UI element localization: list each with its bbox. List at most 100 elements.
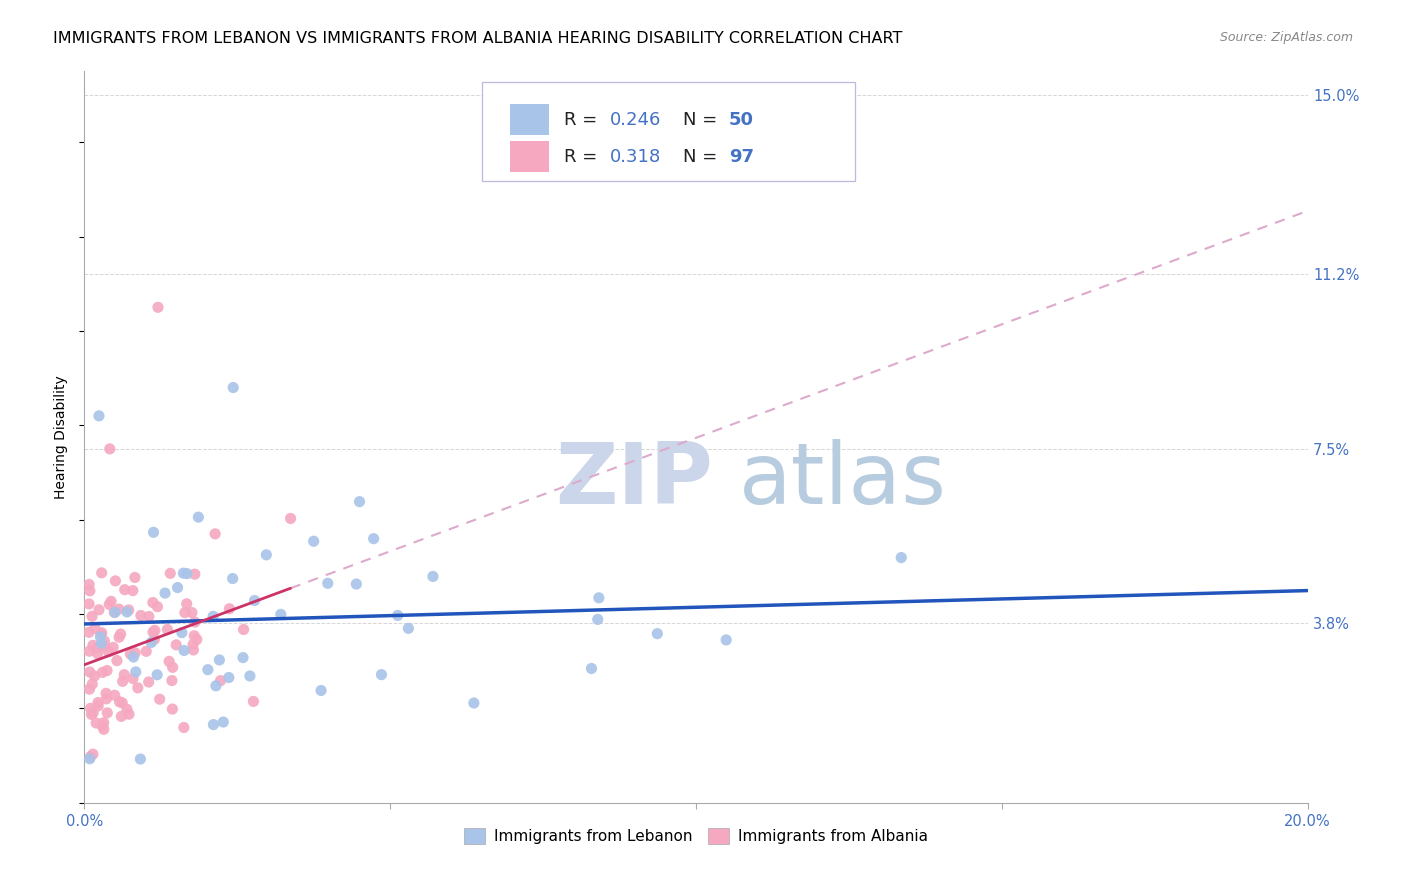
Point — [135, 644, 157, 658]
Point — [84, 716, 107, 731]
Point — [114, 582, 136, 597]
Point — [93, 639, 115, 653]
Point — [96, 706, 118, 720]
Point — [396, 621, 419, 635]
Point — [463, 696, 485, 710]
Point — [105, 654, 128, 668]
Point — [87, 603, 110, 617]
Point — [316, 576, 339, 591]
Point — [387, 608, 409, 623]
Bar — [510, 104, 550, 135]
Point — [125, 665, 148, 679]
Point — [84, 621, 107, 635]
Point — [93, 715, 115, 730]
Point — [143, 624, 166, 638]
Point — [162, 660, 184, 674]
Point — [156, 623, 179, 637]
Point — [112, 667, 135, 681]
Point — [111, 674, 134, 689]
Point — [129, 608, 152, 623]
Point — [91, 719, 114, 733]
Point — [107, 602, 129, 616]
Point — [79, 701, 101, 715]
Point — [129, 752, 152, 766]
Point — [173, 721, 195, 735]
Point — [108, 695, 131, 709]
Text: N =: N = — [682, 111, 723, 128]
Point — [422, 569, 444, 583]
Point — [181, 637, 204, 651]
Point — [349, 494, 371, 508]
Text: atlas: atlas — [738, 440, 946, 523]
Point — [110, 709, 132, 723]
Point — [127, 681, 149, 695]
Text: R =: R = — [564, 111, 603, 128]
Text: 0.246: 0.246 — [610, 111, 662, 128]
Point — [93, 723, 115, 737]
Point — [159, 566, 181, 581]
Point — [108, 630, 131, 644]
Point — [581, 661, 603, 675]
Point — [90, 636, 112, 650]
Point — [363, 532, 385, 546]
Legend: Immigrants from Lebanon, Immigrants from Albania: Immigrants from Lebanon, Immigrants from… — [457, 822, 935, 850]
Point — [218, 671, 240, 685]
Text: 0.318: 0.318 — [610, 147, 662, 166]
Point — [202, 717, 225, 731]
FancyBboxPatch shape — [482, 82, 855, 181]
Point — [87, 409, 110, 423]
Point — [83, 669, 105, 683]
Point — [87, 640, 110, 655]
Text: IMMIGRANTS FROM LEBANON VS IMMIGRANTS FROM ALBANIA HEARING DISABILITY CORRELATIO: IMMIGRANTS FROM LEBANON VS IMMIGRANTS FR… — [53, 31, 903, 46]
Point — [101, 640, 124, 655]
Point — [218, 601, 240, 615]
Point — [280, 511, 302, 525]
Point — [82, 638, 104, 652]
Point — [115, 605, 138, 619]
Text: N =: N = — [682, 147, 723, 166]
Point — [103, 605, 125, 619]
Point — [146, 599, 169, 614]
Point — [86, 647, 108, 661]
Point — [370, 667, 392, 681]
Point — [77, 577, 100, 591]
Point — [197, 663, 219, 677]
Bar — [510, 141, 550, 172]
Point — [160, 673, 183, 688]
Point — [714, 632, 737, 647]
Point — [96, 691, 118, 706]
Point — [890, 550, 912, 565]
Point — [586, 612, 609, 626]
Point — [138, 609, 160, 624]
Text: Source: ZipAtlas.com: Source: ZipAtlas.com — [1219, 31, 1353, 45]
Point — [166, 581, 188, 595]
Point — [172, 566, 194, 581]
Point — [118, 707, 141, 722]
Point — [80, 609, 103, 624]
Point — [647, 626, 669, 640]
Text: 50: 50 — [728, 111, 754, 128]
Point — [204, 526, 226, 541]
Point — [111, 696, 134, 710]
Point — [186, 632, 208, 647]
Point — [110, 627, 132, 641]
Point — [122, 672, 145, 686]
Point — [146, 301, 169, 315]
Point — [100, 594, 122, 608]
Point — [98, 442, 121, 456]
Point — [202, 609, 225, 624]
Text: 97: 97 — [728, 147, 754, 166]
Point — [82, 747, 104, 761]
Point — [124, 646, 146, 660]
Point — [138, 675, 160, 690]
Point — [212, 714, 235, 729]
Point — [176, 597, 198, 611]
Point — [82, 706, 104, 720]
Point — [82, 677, 104, 691]
Point — [97, 645, 120, 659]
Point — [184, 615, 207, 629]
Point — [183, 629, 205, 643]
Point — [79, 749, 101, 764]
Point — [344, 577, 367, 591]
Point — [170, 625, 193, 640]
